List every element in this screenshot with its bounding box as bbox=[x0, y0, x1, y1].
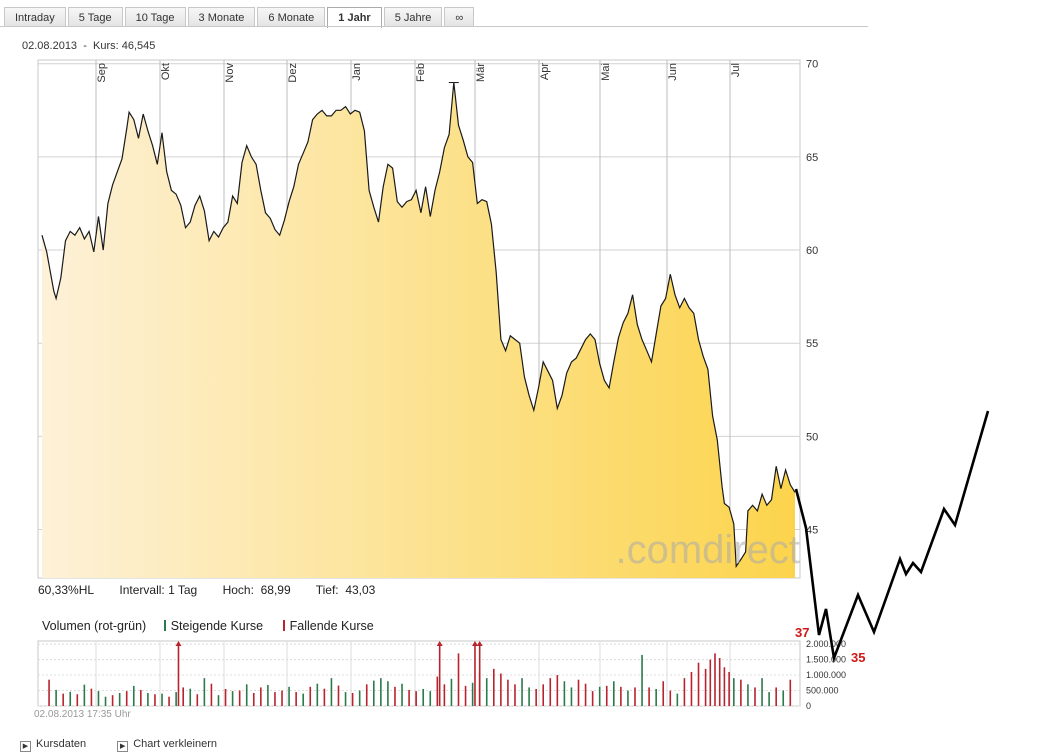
tab-0[interactable]: Intraday bbox=[4, 7, 66, 26]
quote-date: 02.08.2013 bbox=[22, 40, 78, 52]
volume-tick-label: 1.000.000 bbox=[806, 670, 846, 680]
kursdaten-link[interactable]: ▶ Kursdaten bbox=[20, 738, 87, 752]
tab-6[interactable]: 5 Jahre bbox=[383, 7, 443, 26]
month-label: Jul bbox=[730, 63, 742, 77]
annotation-37: 37 bbox=[795, 625, 810, 640]
bottom-links: ▶ Kursdaten ▶ Chart verkleinern bbox=[20, 738, 245, 752]
tab-4[interactable]: 6 Monate bbox=[257, 7, 326, 26]
month-label: Mär bbox=[475, 63, 487, 82]
volume-overflow-arrow bbox=[476, 641, 483, 646]
volume-tick-label: 2.000.000 bbox=[806, 639, 846, 649]
tab-underline bbox=[0, 26, 868, 27]
timeframe-tabs: Intraday 5 Tage 10 Tage 3 Monate 6 Monate 1 J… bbox=[4, 7, 476, 28]
stat-hoch-label: Hoch: bbox=[222, 583, 254, 597]
month-label: Sep bbox=[96, 63, 108, 83]
watermark: .comdirect bbox=[616, 528, 801, 572]
month-label: Apr bbox=[539, 63, 551, 80]
month-label: Nov bbox=[224, 63, 236, 83]
volume-title: Volumen (rot-grün) bbox=[42, 619, 147, 633]
volume-tick-label: 500.000 bbox=[806, 686, 839, 696]
chart-stats: 60,33%HL Intervall: 1 Tag Hoch: 68,99 Ti… bbox=[38, 583, 397, 597]
y-tick-label: 70 bbox=[806, 59, 818, 71]
stat-intervall: Intervall: 1 Tag bbox=[119, 583, 198, 597]
month-label: Mai bbox=[600, 63, 612, 81]
month-label: Feb bbox=[415, 63, 427, 82]
stat-hoch: Hoch: 68,99 bbox=[223, 583, 291, 597]
volume-overflow-arrow bbox=[175, 641, 182, 646]
stat-tief-value: 43,03 bbox=[345, 583, 376, 597]
price-area bbox=[42, 82, 795, 578]
stat-tief-label: Tief: bbox=[315, 583, 339, 597]
up-marker bbox=[163, 620, 166, 631]
down-marker bbox=[282, 620, 285, 631]
y-tick-label: 65 bbox=[806, 152, 818, 164]
stat-hl: 60,33%HL bbox=[38, 583, 95, 597]
volume-overflow-arrow bbox=[436, 641, 443, 646]
month-label: Dez bbox=[287, 63, 299, 83]
month-label: Jun bbox=[667, 63, 679, 81]
timestamp: 02.08.2013 17:35 Uhr bbox=[34, 709, 131, 720]
volume-frame bbox=[37, 640, 801, 707]
kurs-label: Kurs: bbox=[92, 40, 119, 52]
legend-up: Steigende Kurse bbox=[170, 619, 264, 633]
tab-2[interactable]: 10 Tage bbox=[124, 7, 186, 26]
drawn-projection-line bbox=[794, 410, 990, 663]
tab-5[interactable]: 1 Jahr bbox=[327, 7, 382, 28]
tab-7[interactable]: ∞ bbox=[444, 7, 475, 26]
stat-tief: Tief: 43,03 bbox=[316, 583, 376, 597]
legend-down: Fallende Kurse bbox=[289, 619, 374, 633]
annotation-35: 35 bbox=[851, 650, 866, 665]
y-tick-label: 45 bbox=[806, 525, 818, 537]
y-tick-label: 60 bbox=[806, 245, 818, 257]
kursdaten-label: Kursdaten bbox=[36, 738, 87, 750]
y-tick-label: 55 bbox=[806, 338, 818, 350]
month-label: Jan bbox=[351, 63, 363, 81]
tab-1[interactable]: 5 Tage bbox=[67, 7, 123, 26]
quote-sep: - bbox=[83, 40, 87, 52]
chart-verkleinern-label: Chart verkleinern bbox=[133, 738, 217, 750]
price-line bbox=[41, 82, 796, 569]
y-tick-label: 50 bbox=[806, 431, 818, 443]
chart-verkleinern-link[interactable]: ▶ Chart verkleinern bbox=[117, 738, 217, 752]
month-label: Okt bbox=[160, 63, 172, 80]
volume-tick-label: 0 bbox=[806, 701, 811, 711]
volume-overflow-arrow bbox=[471, 641, 478, 646]
tab-3[interactable]: 3 Monate bbox=[187, 7, 256, 26]
stat-hoch-value: 68,99 bbox=[260, 583, 291, 597]
volume-tick-label: 1.500.000 bbox=[806, 655, 846, 665]
kurs-value: 46,545 bbox=[121, 40, 156, 52]
triangle-right-icon: ▶ bbox=[117, 741, 129, 752]
quote-header: 02.08.2013 - Kurs: 46,545 bbox=[22, 40, 155, 52]
volume-legend: Volumen (rot-grün) Steigende Kurse Falle… bbox=[42, 619, 374, 633]
triangle-right-icon: ▶ bbox=[20, 741, 31, 752]
